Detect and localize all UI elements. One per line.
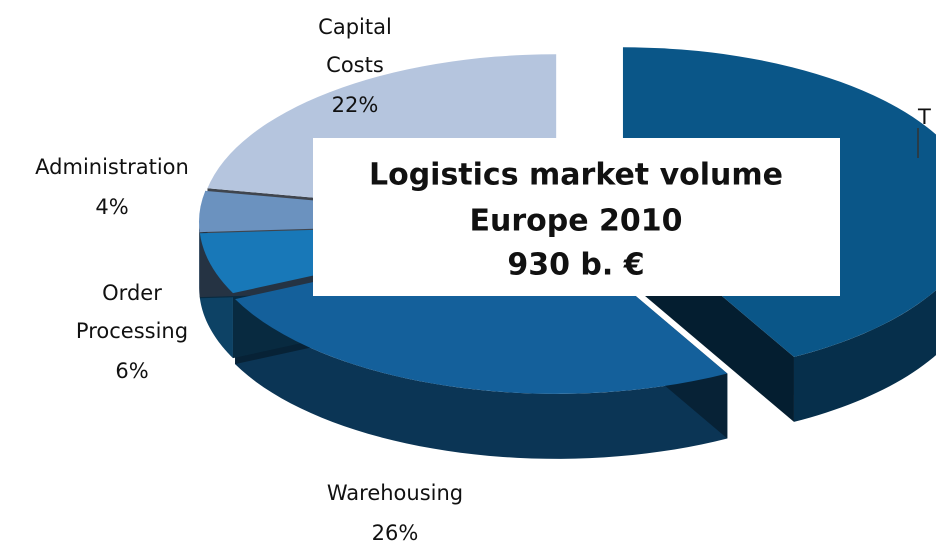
category-label-line: Capital <box>318 15 392 39</box>
category-label-line: Administration <box>35 155 189 179</box>
category-label-line: Costs <box>326 53 384 77</box>
annotation: 930 b. € <box>507 248 644 283</box>
category-label: Order Processing <box>76 281 188 343</box>
slice-side <box>235 299 728 459</box>
value-label: 22% <box>332 93 379 117</box>
value-label: 26% <box>372 521 419 544</box>
value-label: 6% <box>115 359 148 383</box>
category-label-line: Processing <box>76 319 188 343</box>
value-label: 4% <box>95 195 128 219</box>
chart-title: Logistics market volume <box>369 158 783 193</box>
category-label: Warehousing <box>327 481 463 505</box>
title-box <box>313 138 840 296</box>
category-label: Administration <box>35 155 189 179</box>
slice-side <box>793 290 936 422</box>
slice-side <box>199 221 200 298</box>
chart-subtitle: Europe 2010 <box>469 204 682 239</box>
category-label: T <box>917 105 931 129</box>
category-label-line: Order <box>102 281 162 305</box>
category-label: Capital Costs <box>318 15 392 77</box>
